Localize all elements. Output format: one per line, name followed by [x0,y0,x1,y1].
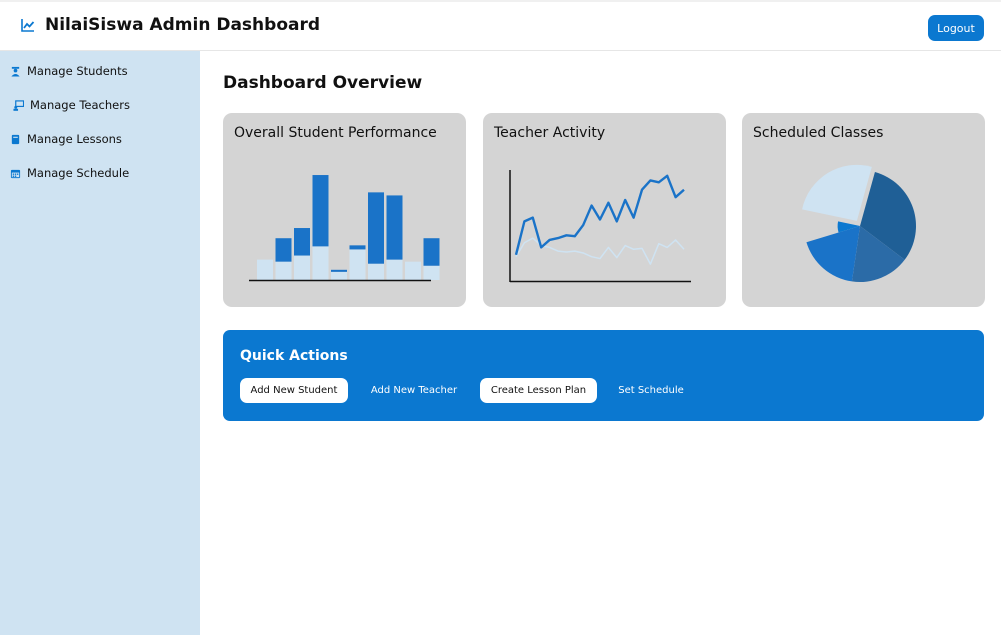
sidebar-item-teachers[interactable]: Manage Teachers [13,98,130,112]
sidebar-item-schedule[interactable]: Manage Schedule [10,166,129,180]
sidebar-item-lessons[interactable]: Manage Lessons [10,132,122,146]
teacher-icon [13,99,24,111]
top-bar: NilaiSiswa Admin Dashboard Logout [0,0,1001,51]
app-title: NilaiSiswa Admin Dashboard [45,15,321,35]
sidebar-item-students[interactable]: Manage Students [10,64,128,78]
create-lesson-plan-button[interactable]: Create Lesson Plan [480,378,597,403]
card-title: Overall Student Performance [234,125,437,141]
sidebar: Manage Students Manage Teachers Manage L… [0,51,200,635]
series-line-1 [514,174,685,256]
teacher-activity-line-chart [509,170,691,283]
bar-lower [423,265,440,280]
add-new-student-button[interactable]: Add New Student [240,378,348,403]
pie-slice [806,226,860,282]
scheduled-classes-pie-chart [802,164,916,282]
quick-actions-title: Quick Actions [240,348,348,364]
bar-upper [275,238,292,262]
bar-upper [312,175,329,247]
sidebar-item-label: Manage Teachers [30,98,130,112]
brand: NilaiSiswa Admin Dashboard [20,15,320,35]
bar-lower [257,259,273,280]
logout-button[interactable]: Logout [928,15,984,41]
pie-slice [851,226,905,282]
sidebar-item-label: Manage Students [27,64,128,78]
student-performance-bar-chart [249,175,440,282]
bar-lower [386,259,403,280]
page-title: Dashboard Overview [223,73,423,93]
bar-lower [275,261,292,280]
bar-lower [331,271,347,280]
bar-upper [386,195,403,260]
bar-upper [349,245,366,250]
main-content: Dashboard Overview Overall Student Perfo… [200,51,1001,635]
bar-upper [423,238,440,266]
bar-upper [294,228,310,256]
sidebar-item-label: Manage Schedule [27,166,130,180]
card-title: Scheduled Classes [753,125,884,141]
calendar-icon [10,169,21,178]
student-icon [11,66,20,77]
bar-lower [349,249,366,280]
book-icon [11,134,20,144]
chart-line-icon [21,19,35,32]
add-new-teacher-button[interactable]: Add New Teacher [361,378,467,403]
bar-upper [331,269,347,272]
series-line-2 [515,237,685,265]
sidebar-item-label: Manage Lessons [27,132,122,146]
pie-slice [802,164,872,221]
card-teacher-activity: Teacher Activity [483,113,726,307]
bar-lower [368,263,384,280]
pie-slice [837,221,860,233]
card-student-performance: Overall Student Performance [223,113,466,307]
quick-actions-panel: Quick Actions Add New Student Add New Te… [223,330,984,421]
bar-upper [368,192,384,264]
set-schedule-button[interactable]: Set Schedule [609,378,693,403]
card-scheduled-classes: Scheduled Classes [742,113,985,307]
bar-lower [294,255,310,280]
card-title: Teacher Activity [494,125,606,141]
bar-lower [312,246,329,280]
bar-lower [405,261,421,280]
pie-slice [860,172,916,260]
